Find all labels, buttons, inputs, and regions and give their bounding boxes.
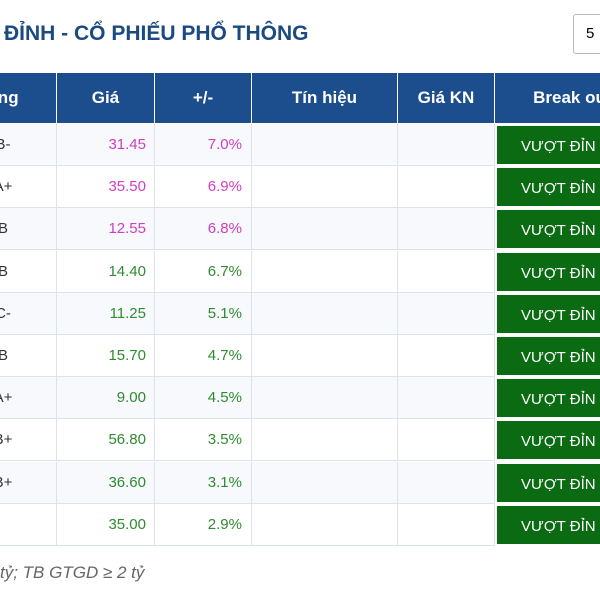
price-cell: 11.25	[57, 292, 155, 335]
base-price-cell	[398, 377, 495, 420]
signal-cell	[252, 292, 398, 335]
breakout-cell: VƯỢT ĐỈN	[495, 503, 600, 546]
base-price-cell	[398, 292, 495, 335]
breakout-cell: VƯỢT ĐỈN	[495, 419, 600, 462]
page-size-select[interactable]: 5	[573, 14, 600, 54]
rating-cell: C-	[0, 292, 57, 335]
price-cell: 14.40	[57, 250, 155, 293]
rating-cell: A+	[0, 377, 57, 420]
base-price-cell	[398, 166, 495, 209]
base-price-cell	[398, 335, 495, 377]
price-cell: 36.60	[57, 461, 155, 504]
column-header[interactable]: Tín hiệu	[252, 73, 398, 123]
column-header[interactable]: Giá	[57, 73, 155, 123]
rating-cell: B-	[0, 124, 57, 166]
base-price-cell	[398, 419, 495, 462]
change-cell: 6.9%	[155, 166, 252, 209]
signal-cell	[252, 461, 398, 504]
rating-cell: B	[0, 208, 57, 251]
signal-cell	[252, 419, 398, 462]
rating-cell: B+	[0, 419, 57, 462]
change-cell: 6.7%	[155, 250, 252, 293]
base-price-cell	[398, 124, 495, 166]
change-cell: 3.5%	[155, 419, 252, 462]
column-header[interactable]: Break ou	[495, 73, 600, 123]
base-price-cell	[398, 503, 495, 546]
change-cell: 2.9%	[155, 503, 252, 546]
change-cell: 7.0%	[155, 124, 252, 166]
breakout-cell: VƯỢT ĐỈN	[495, 461, 600, 504]
signal-cell	[252, 208, 398, 251]
signal-cell	[252, 166, 398, 209]
signal-cell	[252, 250, 398, 293]
signal-cell	[252, 124, 398, 166]
breakout-cell: VƯỢT ĐỈN	[495, 124, 600, 166]
signal-cell	[252, 335, 398, 377]
breakout-cell: VƯỢT ĐỈN	[495, 250, 600, 293]
price-cell: 35.00	[57, 503, 155, 546]
title: ĐỈNH - CỔ PHIẾU PHỔ THÔNG	[4, 22, 309, 45]
footer-note: tỷ; TB GTGD ≥ 2 tỷ	[0, 563, 145, 582]
rating-cell: B	[0, 335, 57, 377]
price-cell: 56.80	[57, 419, 155, 462]
column-header[interactable]: ting	[0, 73, 57, 123]
breakout-cell: VƯỢT ĐỈN	[495, 208, 600, 251]
change-cell: 3.1%	[155, 461, 252, 504]
rating-cell: B+	[0, 461, 57, 504]
column-header[interactable]: +/-	[155, 73, 252, 123]
column-header[interactable]: Giá KN	[398, 73, 495, 123]
signal-cell	[252, 503, 398, 546]
price-cell: 35.50	[57, 166, 155, 209]
change-cell: 4.5%	[155, 377, 252, 420]
change-cell: 6.8%	[155, 208, 252, 251]
base-price-cell	[398, 208, 495, 251]
base-price-cell	[398, 461, 495, 504]
change-cell: 4.7%	[155, 335, 252, 377]
rating-cell	[0, 503, 57, 546]
breakout-cell: VƯỢT ĐỈN	[495, 377, 600, 420]
breakout-cell: VƯỢT ĐỈN	[495, 166, 600, 209]
breakout-cell: VƯỢT ĐỈN	[495, 335, 600, 377]
change-cell: 5.1%	[155, 292, 252, 335]
price-cell: 31.45	[57, 124, 155, 166]
signal-cell	[252, 377, 398, 420]
price-cell: 12.55	[57, 208, 155, 251]
price-cell: 9.00	[57, 377, 155, 420]
rating-cell: B	[0, 250, 57, 293]
breakout-cell: VƯỢT ĐỈN	[495, 292, 600, 335]
rating-cell: A+	[0, 166, 57, 209]
price-cell: 15.70	[57, 335, 155, 377]
base-price-cell	[398, 250, 495, 293]
